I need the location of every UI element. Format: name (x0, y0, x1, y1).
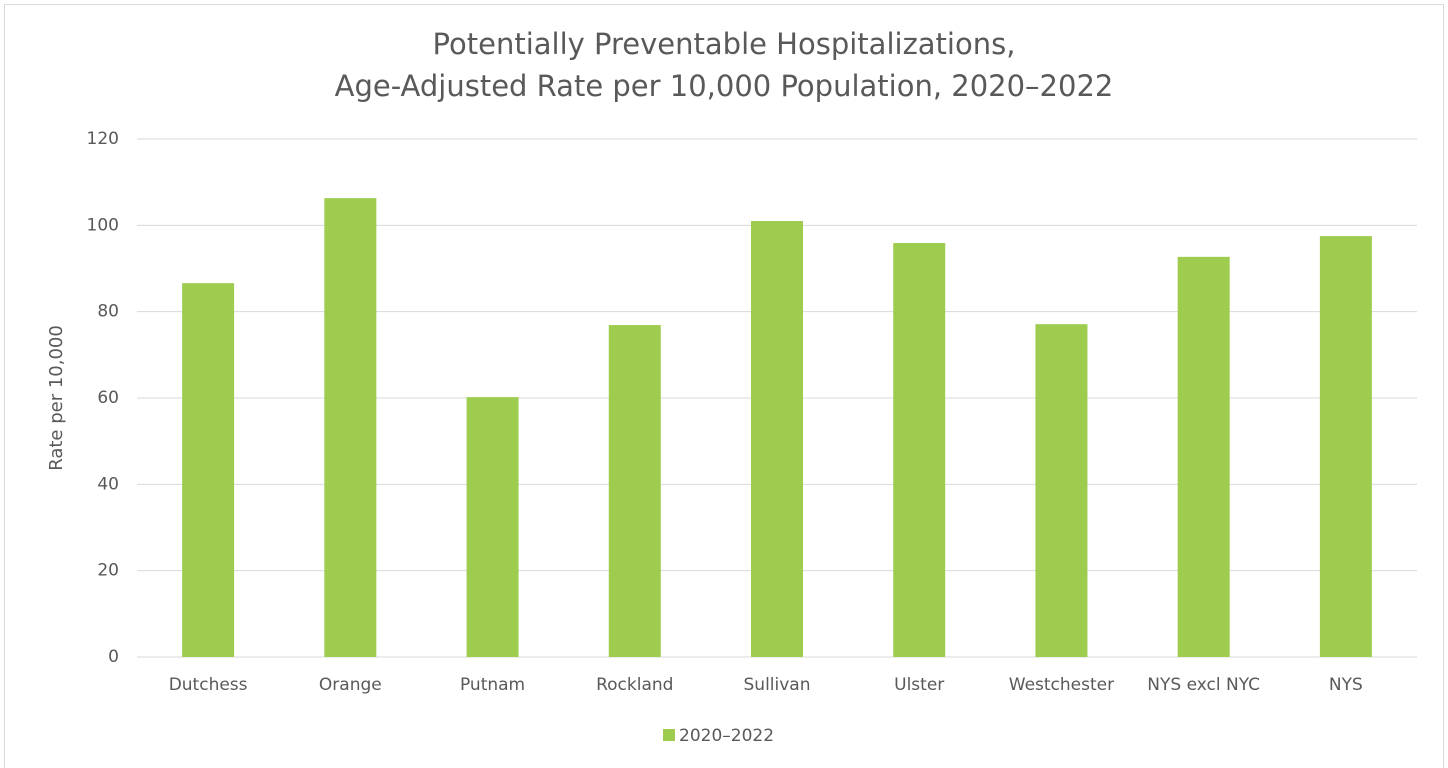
y-tick-label: 20 (97, 561, 119, 581)
y-axis-label: Rate per 10,000 (46, 325, 67, 471)
x-tick-label: Orange (319, 675, 382, 695)
x-tick-label: Westchester (1009, 675, 1114, 695)
bar (1035, 324, 1088, 657)
y-tick-label: 100 (87, 215, 119, 235)
chart-title: Potentially Preventable Hospitalizations… (433, 27, 1016, 61)
y-tick-label: 120 (87, 129, 119, 149)
chart-title: Age-Adjusted Rate per 10,000 Population,… (335, 69, 1114, 103)
bar (324, 198, 377, 657)
y-tick-label: 60 (97, 388, 119, 408)
y-tick-label: 0 (108, 647, 119, 667)
bar (1319, 236, 1372, 657)
bar (182, 283, 235, 657)
bar (893, 243, 946, 657)
bar (751, 221, 803, 657)
x-tick-label: Ulster (894, 675, 944, 695)
x-tick-label: NYS (1329, 675, 1363, 695)
x-tick-label: Rockland (596, 675, 673, 695)
x-tick-label: Dutchess (169, 675, 248, 695)
bar (1177, 256, 1230, 657)
bar (466, 397, 519, 657)
y-tick-label: 80 (97, 302, 119, 322)
x-tick-label: NYS excl NYC (1147, 675, 1260, 695)
legend-swatch (663, 729, 675, 741)
y-tick-label: 40 (97, 474, 119, 494)
x-tick-label: Sullivan (744, 675, 811, 695)
x-tick-label: Putnam (460, 675, 525, 695)
legend-label: 2020–2022 (679, 726, 774, 746)
bar (608, 325, 661, 657)
